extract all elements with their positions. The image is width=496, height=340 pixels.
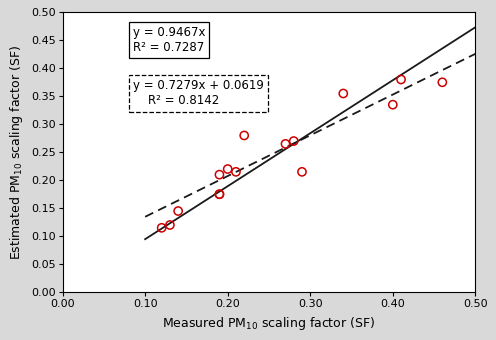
Point <box>215 191 223 197</box>
Point <box>215 172 223 177</box>
Point <box>158 225 166 231</box>
Point <box>397 77 405 82</box>
Point <box>224 166 232 172</box>
Text: y = 0.7279x + 0.0619
    R² = 0.8142: y = 0.7279x + 0.0619 R² = 0.8142 <box>133 80 264 107</box>
X-axis label: Measured PM$_{10}$ scaling factor (SF): Measured PM$_{10}$ scaling factor (SF) <box>162 314 375 332</box>
Point <box>339 91 347 96</box>
Point <box>232 169 240 174</box>
Point <box>298 169 306 174</box>
Point <box>240 133 248 138</box>
Point <box>215 191 223 197</box>
Text: y = 0.9467x
R² = 0.7287: y = 0.9467x R² = 0.7287 <box>133 26 205 54</box>
Point <box>282 141 290 147</box>
Point <box>290 138 298 144</box>
Point <box>438 80 446 85</box>
Point <box>166 222 174 228</box>
Point <box>174 208 182 214</box>
Point <box>389 102 397 107</box>
Y-axis label: Estimated PM$_{10}$ scaling factor (SF): Estimated PM$_{10}$ scaling factor (SF) <box>8 45 25 260</box>
